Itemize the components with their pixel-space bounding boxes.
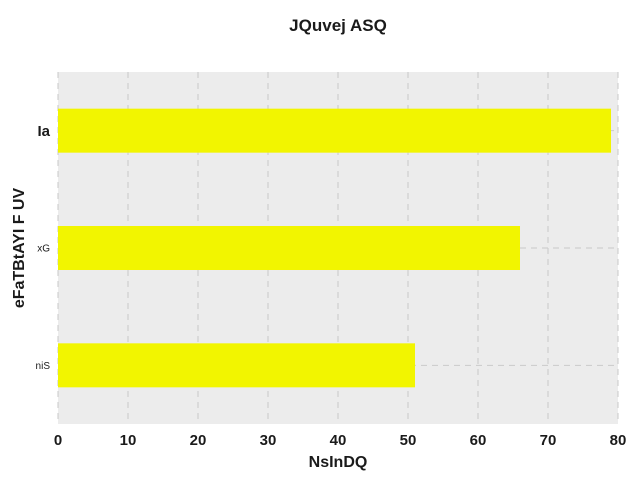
x-tick-label: 30 xyxy=(260,432,277,449)
x-tick-label: 80 xyxy=(610,432,627,449)
y-tick-label: niS xyxy=(36,361,51,372)
bar-xG xyxy=(58,226,520,270)
chart-title: JQuvej ASQ xyxy=(289,16,387,35)
x-tick-label: 50 xyxy=(400,432,417,449)
x-tick-label: 60 xyxy=(470,432,487,449)
bar-Ia xyxy=(58,108,611,153)
x-tick-label: 40 xyxy=(330,432,347,449)
y-axis-label: eFaTBtAYI F UV xyxy=(11,188,28,309)
x-axis-ticks: 0 10 20 30 40 50 60 70 80 xyxy=(54,432,627,449)
y-tick-label: Ia xyxy=(37,123,50,140)
y-axis-ticks: niS xG Ia xyxy=(36,123,51,372)
x-tick-label: 70 xyxy=(540,432,557,449)
y-tick-label: xG xyxy=(37,244,50,255)
x-axis-label: NsInDQ xyxy=(309,454,368,471)
bar-niS xyxy=(58,343,415,388)
x-tick-label: 20 xyxy=(190,432,207,449)
x-tick-label: 0 xyxy=(54,432,62,449)
bars xyxy=(58,108,611,388)
x-tick-label: 10 xyxy=(120,432,137,449)
